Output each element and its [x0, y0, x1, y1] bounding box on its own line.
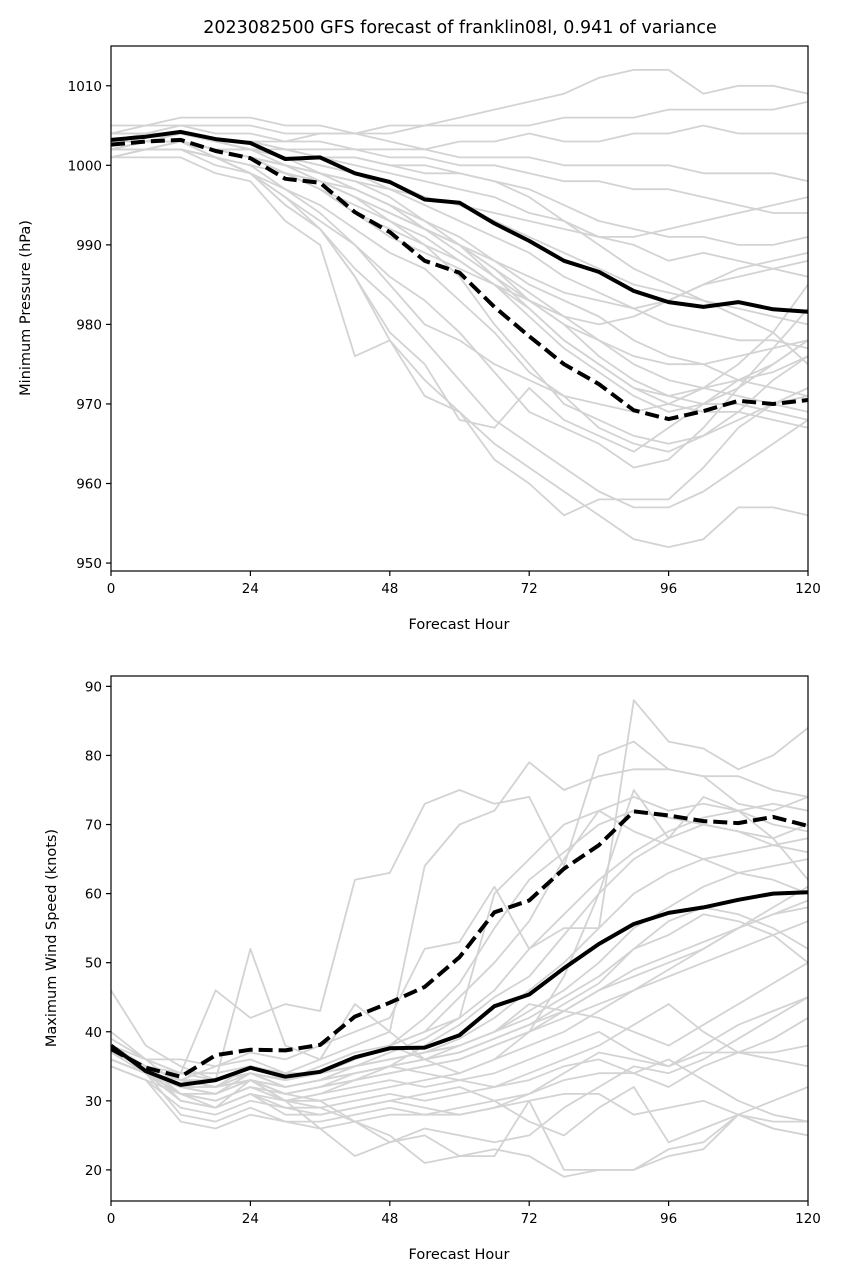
pressure-ytick-label-960: 960	[76, 477, 102, 493]
wind-lines	[111, 699, 808, 1178]
pressure-axes-frame	[110, 45, 809, 572]
pressure-series-dashed	[111, 137, 808, 422]
wind-ytick-label-40: 40	[85, 1025, 102, 1041]
wind-xtick-label-96: 96	[660, 1211, 677, 1227]
wind-ensemble-line-24	[111, 1065, 808, 1137]
pressure-ensemble-line-2	[111, 100, 808, 135]
wind-ytick-label-60: 60	[85, 887, 102, 903]
pressure-ytick-label-980: 980	[76, 317, 102, 333]
pressure-ytick-label-1010: 1010	[68, 79, 102, 95]
wind-ytick-label-90: 90	[85, 679, 102, 695]
pressure-ensemble-line-27	[111, 132, 808, 238]
wind-ytick-label-50: 50	[85, 956, 102, 972]
pressure-xtick-label-96: 96	[660, 581, 677, 597]
wind-ensemble-line-4	[111, 761, 808, 1088]
wind-ensemble-line-18	[111, 961, 808, 1095]
pressure-ensemble-line-19	[111, 140, 808, 469]
wind-ensemble-line-15	[111, 899, 808, 1088]
wind-ensemble-line-25	[111, 1051, 808, 1144]
pressure-ensemble-line-23	[111, 156, 808, 548]
wind-xtick-label-72: 72	[521, 1211, 538, 1227]
wind-ytick-label-30: 30	[85, 1094, 102, 1110]
pressure-xtick-label-48: 48	[381, 581, 398, 597]
pressure-ytick-label-990: 990	[76, 238, 102, 254]
wind-xtick-label-0: 0	[107, 1211, 116, 1227]
pressure-chart-title: 2023082500 GFS forecast of franklin08l, …	[203, 18, 716, 38]
wind-chart-xlabel: Forecast Hour	[409, 1247, 510, 1263]
pressure-xtick-label-0: 0	[107, 581, 116, 597]
wind-ensemble-line-11	[111, 809, 808, 1081]
wind-series-dashed	[111, 809, 808, 1079]
wind-axes-frame	[110, 675, 809, 1202]
pressure-ensemble-line-1	[111, 69, 808, 135]
wind-ensemble-line-28	[111, 996, 808, 1157]
pressure-xtick-label-24: 24	[242, 581, 259, 597]
pressure-plot-area: 0 24 48 72 96 120 950 960 970 980 990 1000 1010	[68, 45, 821, 597]
pressure-ytick-label-970: 970	[76, 397, 102, 413]
wind-ensemble-line-27	[111, 1044, 808, 1178]
wind-xtick-label-24: 24	[242, 1211, 259, 1227]
pressure-lines	[111, 69, 808, 548]
pressure-ytick-label-1000: 1000	[68, 158, 102, 174]
pressure-ensemble-line-3	[111, 124, 808, 151]
pressure-chart-ylabel: Minimum Pressure (hPa)	[18, 220, 34, 396]
wind-xtick-label-48: 48	[381, 1211, 398, 1227]
pressure-ensemble-line-28	[111, 140, 808, 366]
pressure-ytick-label-950: 950	[76, 556, 102, 572]
wind-ytick-label-20: 20	[85, 1163, 102, 1179]
pressure-chart: 2023082500 GFS forecast of franklin08l, …	[18, 18, 821, 633]
wind-chart: 0 24 48 72 96 120 20 30 40 50 60 70 80 90 Forecast Ho…	[44, 675, 821, 1263]
wind-ensemble-line-20	[111, 1003, 808, 1116]
pressure-series-solid	[111, 129, 808, 314]
pressure-xtick-label-120: 120	[795, 581, 821, 597]
wind-xtick-label-120: 120	[795, 1211, 821, 1227]
wind-ytick-label-70: 70	[85, 818, 102, 834]
pressure-chart-xlabel: Forecast Hour	[409, 617, 510, 633]
pressure-xtick-label-72: 72	[521, 581, 538, 597]
wind-chart-ylabel: Maximum Wind Speed (knots)	[44, 829, 60, 1047]
wind-ensemble-line-23	[111, 1058, 808, 1123]
wind-ensemble-line-3	[111, 699, 808, 1081]
wind-series-solid	[111, 890, 808, 1087]
wind-plot-area: 0 24 48 72 96 120 20 30 40 50 60 70 80 90	[85, 675, 821, 1227]
wind-ytick-label-80: 80	[85, 748, 102, 764]
